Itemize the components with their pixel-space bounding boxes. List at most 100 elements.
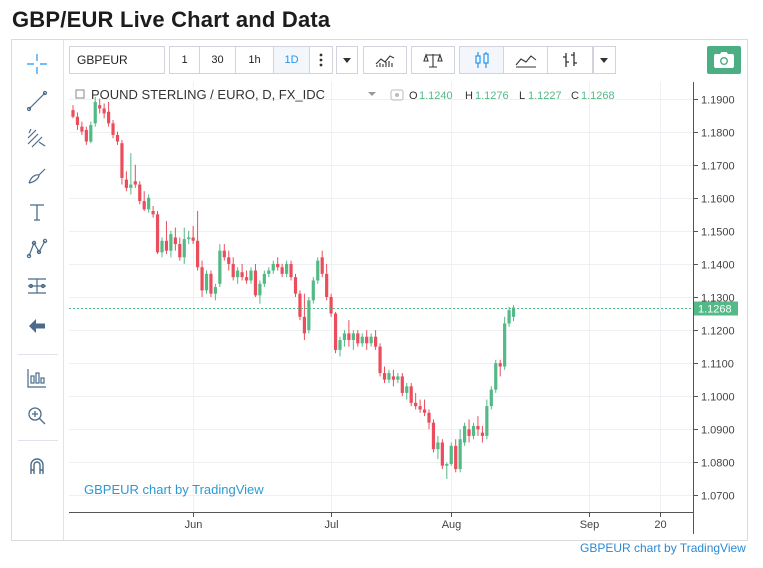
- candle-body: [280, 267, 284, 274]
- candle: [209, 270, 213, 297]
- candle: [280, 263, 284, 278]
- candle: [396, 373, 400, 383]
- candle: [111, 120, 115, 139]
- candle-body: [236, 270, 240, 278]
- candle: [333, 311, 338, 354]
- candle-body: [222, 250, 226, 258]
- candle: [494, 359, 498, 393]
- prediction-tool-icon[interactable]: [22, 272, 52, 300]
- bar-style-icon[interactable]: [548, 47, 592, 73]
- high-label: H: [465, 90, 473, 102]
- candle-body: [147, 197, 151, 210]
- scales-icon[interactable]: [412, 47, 454, 73]
- candle: [325, 263, 329, 301]
- text-tool-icon[interactable]: [22, 198, 52, 226]
- pattern-icon[interactable]: [22, 235, 52, 263]
- candle-body: [431, 422, 436, 450]
- caret-down-icon[interactable]: [368, 92, 376, 96]
- time-tick-label: Jul: [324, 519, 338, 531]
- indicators-button[interactable]: [363, 46, 407, 74]
- candle-body: [436, 442, 440, 450]
- magnet-icon[interactable]: [22, 452, 52, 480]
- candle-body: [316, 260, 320, 281]
- candle: [293, 273, 298, 297]
- candle: [285, 260, 289, 278]
- candle: [133, 164, 137, 188]
- candle: [440, 439, 444, 469]
- zoom-in-icon[interactable]: [22, 402, 52, 430]
- interval-group: 1 30 1h 1D: [169, 46, 333, 74]
- candle-body: [387, 373, 391, 380]
- candle-body: [320, 257, 324, 274]
- candle: [378, 343, 382, 377]
- indicators-icon[interactable]: [364, 47, 406, 73]
- candle-body: [405, 386, 409, 393]
- candle: [142, 191, 146, 211]
- candle-body: [155, 214, 160, 253]
- candle: [124, 171, 128, 192]
- candle-body: [102, 108, 106, 114]
- measure-icon[interactable]: [22, 364, 52, 392]
- compare-button[interactable]: [411, 46, 455, 74]
- candle-body: [391, 376, 395, 380]
- candle-body: [351, 333, 355, 340]
- candle: [329, 293, 333, 317]
- caret-down-icon[interactable]: [593, 47, 615, 73]
- crosshair-icon[interactable]: [22, 50, 52, 78]
- chart-watermark[interactable]: GBPEUR chart by TradingView: [84, 482, 264, 497]
- candle: [316, 257, 320, 284]
- last-price-label: 1.1268: [694, 301, 738, 316]
- candle: [102, 103, 106, 119]
- caret-down-icon[interactable]: [337, 47, 357, 73]
- brush-icon[interactable]: [22, 161, 52, 189]
- candle-body: [249, 270, 253, 281]
- candle-body: [75, 116, 80, 125]
- fib-retracement-icon[interactable]: [22, 124, 52, 152]
- candle-body: [191, 237, 195, 241]
- candle-body: [463, 426, 467, 443]
- candle-body: [262, 273, 266, 284]
- back-arrow-icon[interactable]: [22, 312, 52, 340]
- candle: [200, 260, 204, 297]
- candle: [227, 250, 231, 271]
- area-chart-icon[interactable]: [504, 47, 548, 73]
- candle: [213, 283, 217, 301]
- time-tick-label: Sep: [580, 519, 600, 531]
- interval-1-button[interactable]: 1: [170, 47, 200, 73]
- drawing-toolbar: [12, 40, 64, 540]
- chart-style-dropdown[interactable]: [592, 46, 616, 74]
- interval-dropdown[interactable]: [336, 46, 358, 74]
- candle: [84, 126, 88, 145]
- interval-1h-button[interactable]: 1h: [236, 47, 274, 73]
- candle: [480, 426, 484, 443]
- collapse-legend-icon[interactable]: [75, 89, 85, 99]
- candlestick-icon[interactable]: [460, 47, 504, 73]
- candle-body: [164, 240, 169, 251]
- candle-body: [267, 270, 271, 274]
- candle-body: [449, 445, 453, 465]
- price-tick-label: 1.1700: [701, 161, 735, 173]
- candlestick-chart[interactable]: 1.19001.18001.17001.16001.15001.14001.13…: [69, 82, 744, 534]
- interval-30-button[interactable]: 30: [200, 47, 236, 73]
- candle-body: [338, 340, 342, 350]
- symbol-input[interactable]: [69, 46, 165, 74]
- candle-body: [489, 389, 493, 407]
- candle-body: [80, 126, 84, 132]
- footer-link[interactable]: GBPEUR chart by TradingView: [580, 541, 746, 555]
- low-label: L: [519, 90, 525, 102]
- candles: [71, 96, 516, 479]
- candle: [182, 227, 186, 264]
- candle-body: [498, 363, 502, 367]
- candle-body: [93, 101, 97, 124]
- trend-line-icon[interactable]: [22, 87, 52, 115]
- snapshot-button[interactable]: [707, 46, 741, 74]
- candle: [267, 267, 271, 278]
- eye-icon[interactable]: [390, 89, 404, 101]
- candle-body: [347, 333, 351, 340]
- interval-1d-button[interactable]: 1D: [274, 47, 310, 73]
- candle-body: [129, 184, 133, 188]
- candle-body: [427, 412, 431, 423]
- vertical-dots-icon[interactable]: [310, 47, 332, 73]
- candle-body: [400, 376, 404, 393]
- open-label: O: [409, 90, 418, 102]
